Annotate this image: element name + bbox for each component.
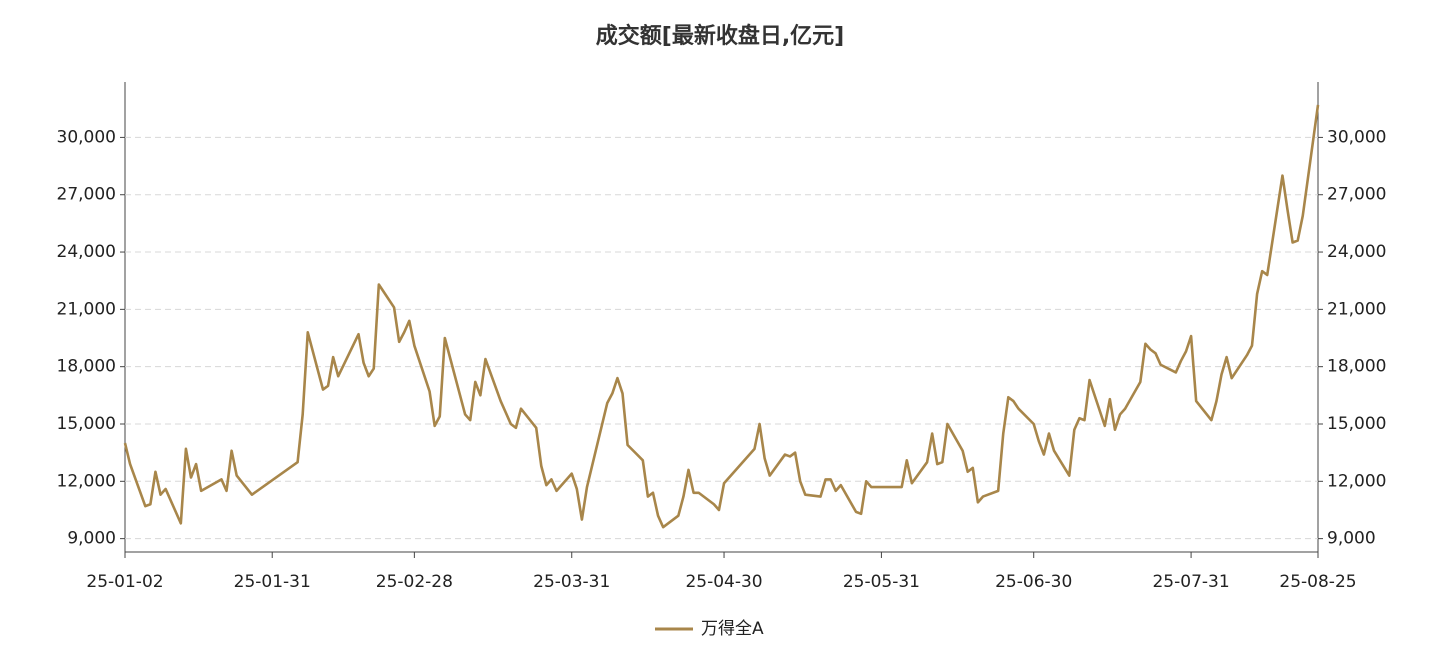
y-tick-label-right: 15,000 (1327, 414, 1386, 434)
legend-label: 万得全A (701, 619, 764, 639)
y-tick-label-right: 18,000 (1327, 357, 1386, 377)
x-tick-label: 25-05-31 (843, 572, 920, 592)
y-tick-label: 12,000 (57, 471, 116, 491)
y-tick-label: 15,000 (57, 414, 116, 434)
y-tick-label: 30,000 (57, 127, 116, 147)
y-tick-label: 27,000 (57, 185, 116, 205)
y-tick-label-right: 9,000 (1327, 529, 1376, 549)
x-tick-label: 25-01-31 (234, 572, 311, 592)
y-tick-label-right: 21,000 (1327, 299, 1386, 319)
x-tick-label: 25-06-30 (995, 572, 1072, 592)
y-tick-label: 24,000 (57, 242, 116, 262)
x-tick-label: 25-03-31 (533, 572, 610, 592)
y-tick-label-right: 30,000 (1327, 127, 1386, 147)
x-tick-label: 25-07-31 (1152, 572, 1229, 592)
y-tick-label: 18,000 (57, 357, 116, 377)
x-tick-label: 25-08-25 (1279, 572, 1356, 592)
y-tick-label-right: 24,000 (1327, 242, 1386, 262)
y-tick-label: 21,000 (57, 299, 116, 319)
y-tick-label-right: 27,000 (1327, 185, 1386, 205)
chart-title: 成交额[最新收盘日,亿元] (596, 23, 844, 49)
x-tick-label: 25-01-02 (86, 572, 163, 592)
x-tick-label: 25-04-30 (685, 572, 762, 592)
x-tick-label: 25-02-28 (376, 572, 453, 592)
line (123, 104, 1320, 529)
y-tick-label-right: 12,000 (1327, 471, 1386, 491)
y-tick-label: 9,000 (67, 529, 116, 549)
